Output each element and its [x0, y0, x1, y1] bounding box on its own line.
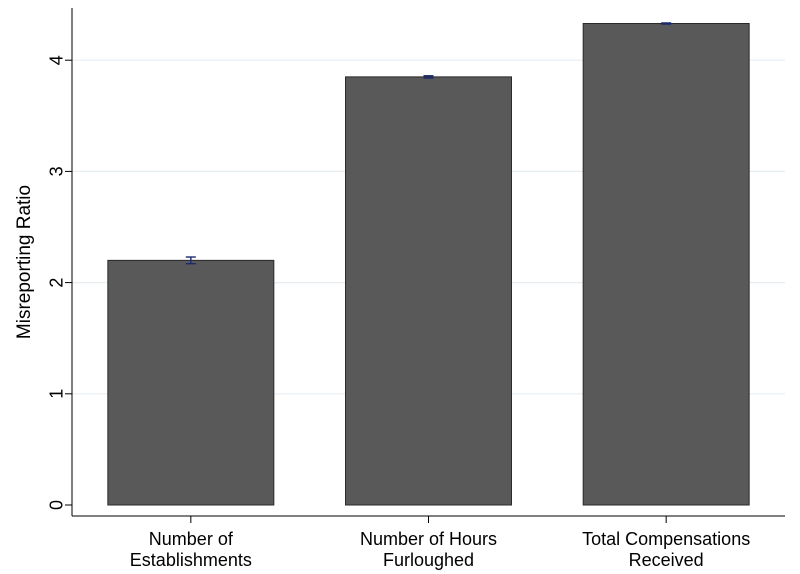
x-tick-label-line: Number of Hours [360, 529, 497, 549]
y-axis-title: Misreporting Ratio [14, 185, 35, 339]
y-tick-label: 3 [46, 166, 66, 176]
bars [107, 23, 750, 506]
y-tick-label: 2 [46, 278, 66, 288]
x-tick-label: Number of Establishments [130, 529, 252, 570]
x-tick-label-line: Total Compensations [582, 529, 750, 549]
y-tick-label: 1 [46, 389, 66, 399]
x-tick-label-line: Furloughed [383, 550, 474, 570]
bar [582, 23, 750, 506]
x-tick-label: Number of Hours Furloughed [360, 529, 497, 570]
x-tick-label-line: Establishments [130, 550, 252, 570]
tick-labels: 0 1 2 3 4 Number of Establishments Number of Ho… [46, 55, 750, 570]
y-tick-label: 0 [46, 500, 66, 510]
bar [107, 259, 275, 506]
x-tick-label-line: Received [629, 550, 704, 570]
error-bars [185, 22, 672, 265]
x-tick-label-line: Number of [149, 529, 234, 549]
x-tick-label: Total Compensations Received [582, 529, 750, 570]
bar [345, 76, 512, 506]
axes [65, 8, 785, 523]
y-tick-label: 4 [46, 55, 66, 65]
